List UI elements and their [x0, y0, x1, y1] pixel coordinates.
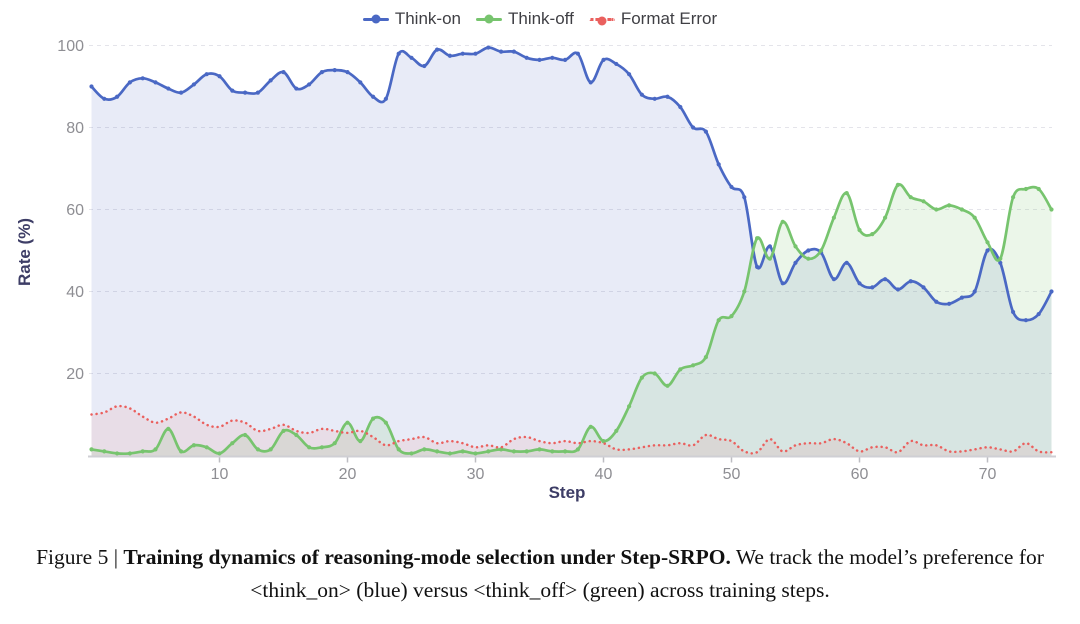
caption-separator: |: [108, 545, 124, 569]
legend-item-think-off: Think-off: [475, 9, 574, 29]
format-error-marker-icon: [588, 16, 615, 25]
svg-text:20: 20: [339, 466, 357, 483]
x-axis-label: Step: [548, 483, 586, 502]
legend-label-think-on: Think-on: [394, 9, 461, 28]
figure-caption: Figure 5 | Training dynamics of reasonin…: [33, 541, 1047, 608]
svg-text:60: 60: [851, 466, 869, 483]
svg-text:70: 70: [979, 466, 997, 483]
caption-rest-text: We track the model’s preference for <thi…: [250, 545, 1044, 603]
legend: Think-on Think-off Format Error: [0, 9, 1080, 29]
caption-figure-label: Figure 5: [36, 545, 109, 569]
y-axis-label: Rate (%): [15, 217, 34, 287]
training-dynamics-chart: 20 40 60 80 100 10 20 30 40 50 60 70: [57, 38, 1056, 483]
svg-text:30: 30: [467, 466, 485, 483]
caption-bold-text: Training dynamics of reasoning-mode sele…: [123, 545, 731, 569]
svg-text:40: 40: [595, 466, 613, 483]
svg-text:60: 60: [66, 202, 84, 219]
legend-item-format-error: Format Error: [588, 9, 718, 29]
svg-text:20: 20: [66, 366, 84, 383]
svg-text:50: 50: [723, 466, 741, 483]
svg-text:100: 100: [57, 38, 84, 55]
svg-text:80: 80: [66, 120, 84, 137]
think-off-marker-icon: [475, 14, 502, 24]
svg-text:10: 10: [211, 466, 229, 483]
legend-label-format-error: Format Error: [620, 9, 718, 28]
legend-item-think-on: Think-on: [362, 9, 461, 29]
legend-label-think-off: Think-off: [507, 9, 574, 28]
think-on-marker-icon: [362, 14, 389, 24]
svg-text:40: 40: [66, 284, 84, 301]
